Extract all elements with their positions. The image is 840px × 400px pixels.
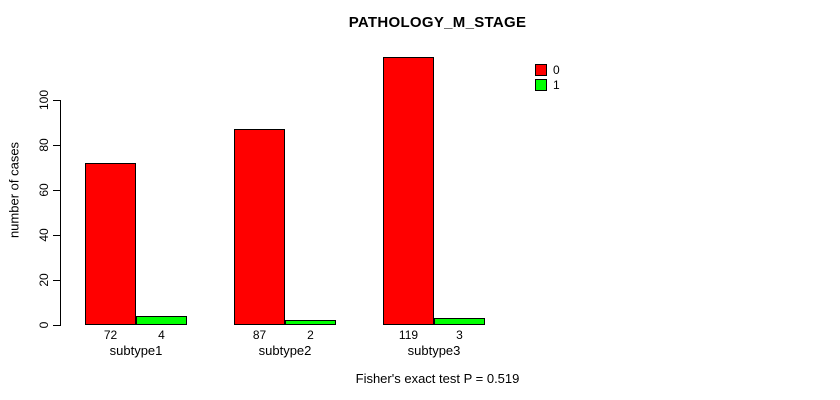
legend-label: 1 — [553, 77, 560, 92]
bar-value-label: 119 — [398, 328, 419, 342]
bar-value-label: 3 — [456, 328, 463, 342]
x-category-label-subtype1: subtype1 — [109, 343, 163, 358]
y-tick-mark — [53, 100, 60, 101]
y-tick-mark — [53, 190, 60, 191]
y-tick-label: 40 — [37, 228, 51, 242]
bar-subtype1-series-0 — [85, 163, 136, 325]
bar-value-label: 87 — [252, 328, 267, 342]
y-axis-label: number of cases — [6, 141, 22, 239]
chart-title: PATHOLOGY_M_STAGE — [348, 14, 527, 31]
x-category-label-subtype2: subtype2 — [258, 343, 312, 358]
legend-item-0: 0 — [535, 62, 560, 77]
y-tick-label: 100 — [37, 89, 51, 111]
y-tick-mark — [53, 145, 60, 146]
y-axis-line — [60, 100, 61, 326]
bar-value-label: 4 — [158, 328, 165, 342]
y-tick-label: 20 — [37, 273, 51, 287]
y-tick-label: 60 — [37, 183, 51, 197]
legend-swatch-icon — [535, 78, 547, 91]
y-tick-mark — [53, 280, 60, 281]
fisher-test-annotation: Fisher's exact test P = 0.519 — [355, 371, 520, 386]
legend-item-1: 1 — [535, 77, 560, 92]
bar-subtype3-series-1 — [434, 318, 485, 325]
y-tick-mark — [53, 325, 60, 326]
bar-value-label: 2 — [307, 328, 314, 342]
bar-value-label: 72 — [103, 328, 118, 342]
y-tick-mark — [53, 235, 60, 236]
x-category-label-subtype3: subtype3 — [407, 343, 461, 358]
bar-subtype3-series-0 — [383, 57, 434, 325]
bar-subtype2-series-0 — [234, 129, 285, 325]
bar-subtype2-series-1 — [285, 320, 336, 325]
y-tick-label: 0 — [37, 321, 51, 329]
legend-label: 0 — [553, 62, 560, 77]
legend-swatch-icon — [535, 63, 547, 76]
bar-subtype1-series-1 — [136, 316, 187, 325]
y-tick-label: 80 — [37, 138, 51, 152]
